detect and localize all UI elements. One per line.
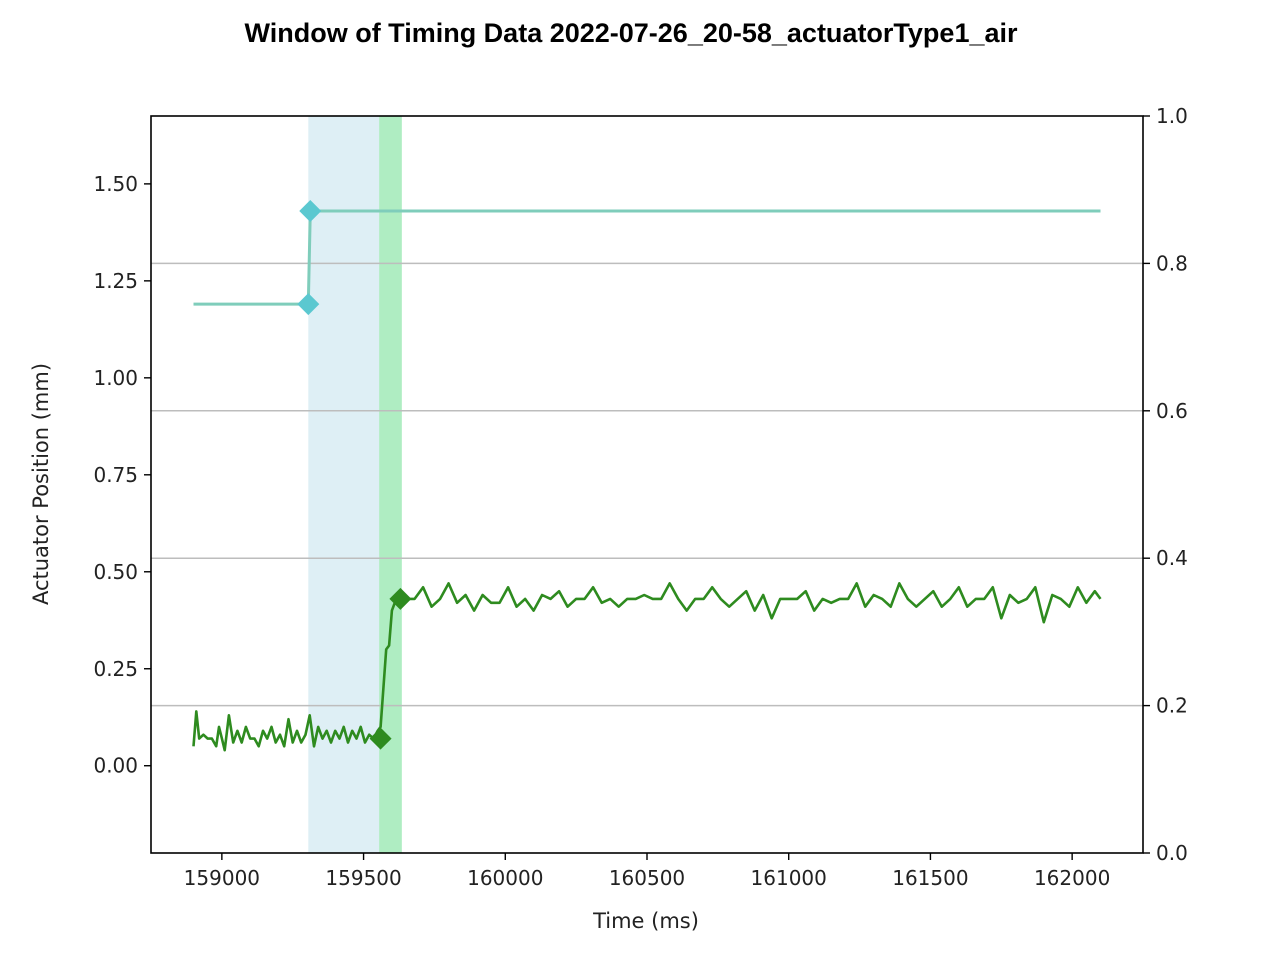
y2-tick-label-5: 1.0 <box>1156 104 1188 128</box>
x-axis-ticks: 159000 159500 160000 160500 161000 161500 1620… <box>184 853 1110 890</box>
series-line-1 <box>192 582 1102 752</box>
x-tick-label-3: 160500 <box>609 866 685 890</box>
x-tick-label-1: 159500 <box>325 866 401 890</box>
y2-axis-ticks: 0.0 0.2 0.4 0.6 0.8 1.0 <box>1143 104 1188 865</box>
y-axis-label: Actuator Position (mm) <box>29 363 53 605</box>
x-tick-label-2: 160000 <box>467 866 543 890</box>
x-axis-label: Time (ms) <box>592 909 699 933</box>
y-tick-label-3: 0.75 <box>93 463 138 487</box>
marker-point-2 <box>369 727 392 750</box>
y2-tick-label-0: 0.0 <box>1156 841 1188 865</box>
plot-background <box>151 116 1143 853</box>
marker-point-3 <box>389 587 412 610</box>
marker-point-1 <box>299 200 322 223</box>
y-tick-label-6: 1.50 <box>93 172 138 196</box>
shaded-regions <box>308 116 402 853</box>
y-tick-label-0: 0.00 <box>93 754 138 778</box>
y-tick-label-5: 1.25 <box>93 269 138 293</box>
y-tick-label-4: 1.00 <box>93 366 138 390</box>
x-tick-label-5: 161500 <box>892 866 968 890</box>
marker-point-0 <box>297 293 320 316</box>
y-tick-label-2: 0.50 <box>93 560 138 584</box>
y2-tick-label-1: 0.2 <box>1156 694 1188 718</box>
x-tick-label-0: 159000 <box>184 866 260 890</box>
y2-tick-label-3: 0.6 <box>1156 399 1188 423</box>
x-tick-label-4: 161000 <box>751 866 827 890</box>
grid-lines <box>151 262 1143 707</box>
plot-area <box>151 116 1143 853</box>
y2-tick-label-2: 0.4 <box>1156 546 1188 570</box>
chart-title: Window of Timing Data 2022-07-26_20-58_a… <box>244 18 1018 48</box>
y-axis-ticks: 0.00 0.25 0.50 0.75 1.00 1.25 1.50 <box>93 172 151 778</box>
y-tick-label-1: 0.25 <box>93 657 138 681</box>
shaded-region-0 <box>308 116 380 853</box>
y2-tick-label-4: 0.8 <box>1156 251 1188 275</box>
data-markers <box>297 200 412 750</box>
x-tick-label-6: 162000 <box>1034 866 1110 890</box>
